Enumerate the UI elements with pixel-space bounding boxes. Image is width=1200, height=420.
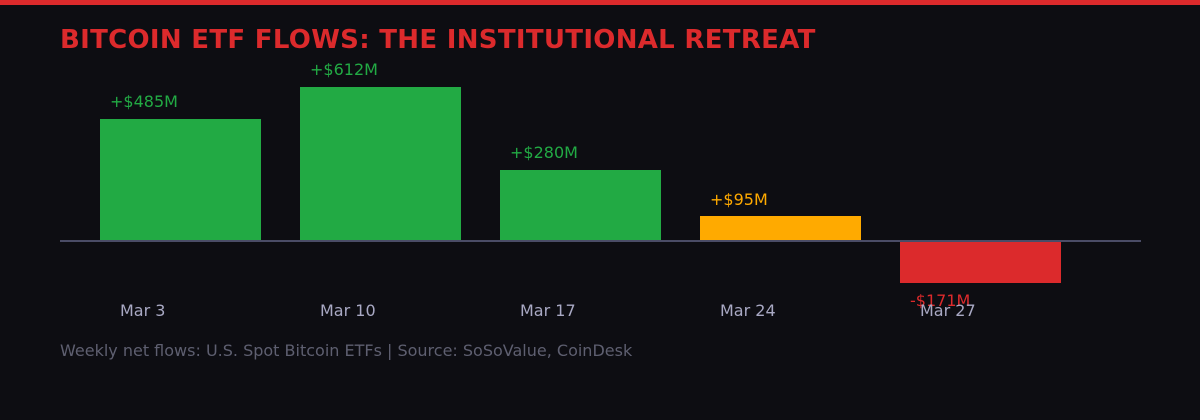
source-caption: Weekly net flows: U.S. Spot Bitcoin ETFs… (60, 341, 633, 360)
bar-mar-27 (900, 241, 1061, 283)
x-tick-mar-17: Mar 17 (520, 301, 576, 320)
value-label-mar-3: +$485M (110, 92, 178, 111)
value-label-mar-24: +$95M (710, 190, 768, 209)
value-label-mar-27: -$171M (910, 291, 971, 310)
bar-mar-24 (700, 216, 861, 240)
chart-title: BITCOIN ETF FLOWS: THE INSTITUTIONAL RET… (60, 25, 816, 55)
x-tick-mar-3: Mar 3 (120, 301, 166, 320)
bar-mar-3 (100, 119, 261, 240)
x-tick-mar-27: Mar 27 (920, 301, 976, 320)
x-tick-mar-24: Mar 24 (720, 301, 776, 320)
x-tick-mar-10: Mar 10 (320, 301, 376, 320)
value-label-mar-17: +$280M (510, 143, 578, 162)
value-label-mar-10: +$612M (310, 60, 378, 79)
zero-axis-line (60, 240, 1141, 242)
bar-mar-10 (300, 87, 461, 240)
top-accent-bar (0, 0, 1200, 5)
bar-mar-17 (500, 170, 661, 240)
